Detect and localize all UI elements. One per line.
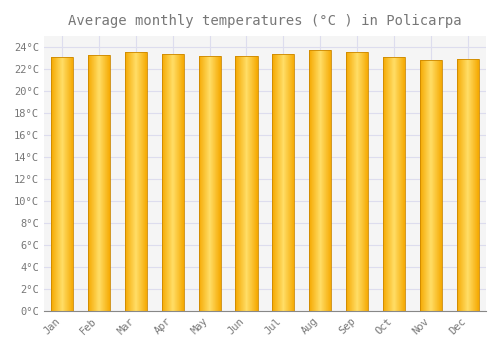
Bar (198, 56, 220, 311)
Bar (272, 54, 294, 311)
Bar (125, 52, 147, 311)
Bar (51, 57, 73, 311)
Bar (309, 50, 332, 311)
Bar (456, 59, 478, 311)
Bar (346, 52, 368, 311)
Bar (162, 54, 184, 311)
Title: Average monthly temperatures (°C ) in Policarpa: Average monthly temperatures (°C ) in Po… (68, 14, 462, 28)
Bar (236, 56, 258, 311)
Bar (383, 57, 405, 311)
Bar (88, 55, 110, 311)
Bar (420, 60, 442, 311)
